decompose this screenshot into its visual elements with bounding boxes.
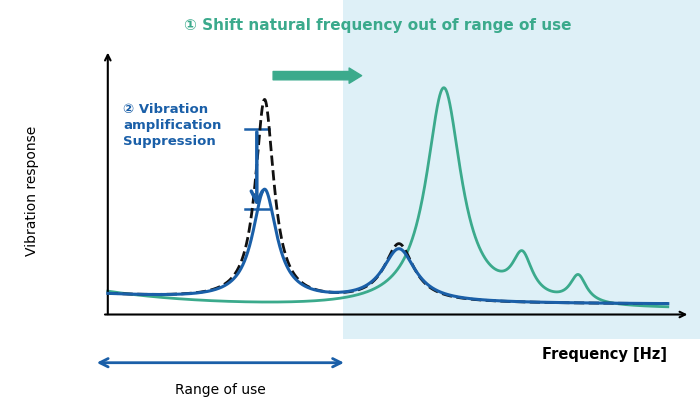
FancyArrowPatch shape [273,69,362,84]
Text: ① Shift natural frequency out of range of use: ① Shift natural frequency out of range o… [184,18,572,34]
Text: Range of use: Range of use [175,382,266,396]
Bar [343,0,700,339]
Text: ② Vibration
amplification
Suppression: ② Vibration amplification Suppression [123,103,222,147]
Text: Frequency [Hz]: Frequency [Hz] [542,346,667,361]
Text: Vibration response: Vibration response [25,125,39,255]
